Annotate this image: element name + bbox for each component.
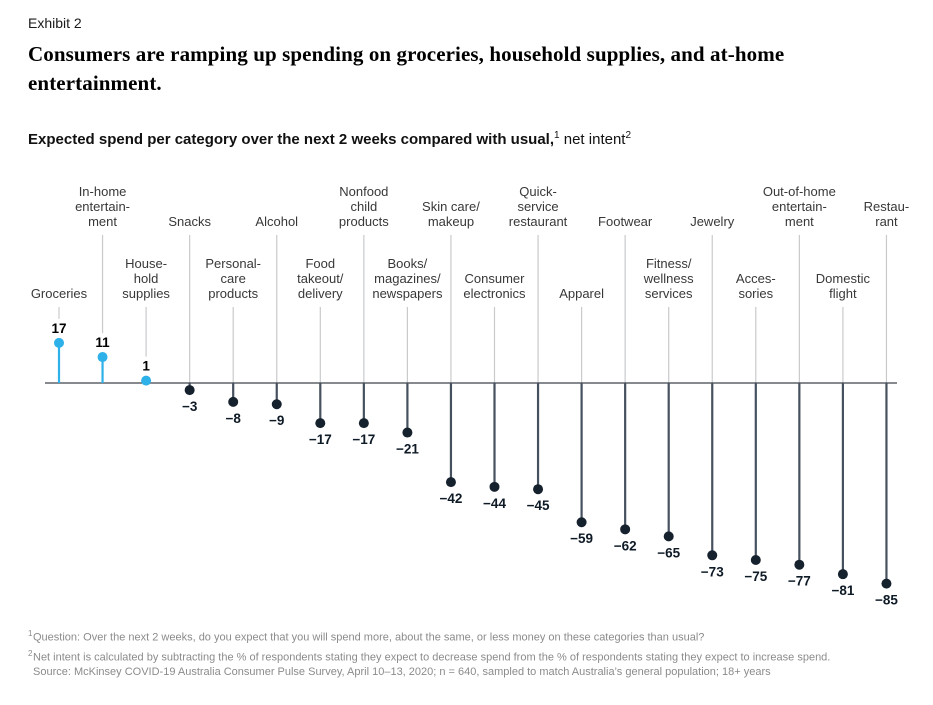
- value-label: 17: [51, 321, 66, 336]
- footnote-ref-2: 2: [625, 130, 632, 141]
- value-label: −65: [657, 545, 680, 560]
- lollipop-dot: [445, 477, 456, 488]
- category-label: Jewelry: [690, 214, 735, 229]
- category-label: Consumer electronics: [463, 271, 526, 301]
- category-label: Quick-service restaurant: [509, 184, 568, 229]
- lollipop-dot: [228, 396, 239, 407]
- lollipop-dot: [663, 531, 674, 542]
- value-label: −9: [269, 413, 284, 428]
- value-label: 1: [142, 359, 150, 374]
- category-label: Groceries: [31, 286, 88, 301]
- chart-subtitle-regular: net intent: [559, 131, 626, 148]
- value-label: −21: [396, 442, 419, 457]
- footnotes-block: 1Question: Over the next 2 weeks, do you…: [28, 626, 912, 680]
- lollipop-dot: [620, 524, 631, 535]
- value-label: −44: [483, 496, 506, 511]
- lollipop-dot: [750, 555, 761, 565]
- category-label: Personal-care products: [205, 256, 261, 301]
- category-label: Food takeout/delivery: [297, 256, 344, 301]
- lollipop-dot: [707, 550, 718, 561]
- footnote-source: Source: McKinsey COVID-19 Australia Cons…: [33, 666, 771, 679]
- lollipop-dot: [184, 385, 195, 396]
- lollipop-dot: [881, 578, 892, 589]
- value-label: −81: [831, 583, 854, 598]
- category-label: Out-of-home entertain-ment: [763, 184, 836, 229]
- value-label: −75: [744, 569, 767, 584]
- page-title: Consumers are ramping up spending on gro…: [28, 42, 785, 95]
- footnote-ref-1: 1: [554, 130, 560, 141]
- lollipop-dot: [315, 418, 326, 429]
- category-label: Fitness/wellness services: [643, 256, 694, 301]
- value-label: 11: [95, 335, 110, 350]
- value-label: −45: [527, 498, 550, 513]
- category-label: Snacks: [168, 214, 211, 229]
- value-label: −17: [309, 432, 332, 447]
- lollipop-dot: [794, 559, 805, 570]
- lollipop-dot: [837, 569, 848, 580]
- category-label: Restau-rant: [864, 199, 910, 229]
- lollipop-dot: [489, 481, 500, 492]
- value-label: −77: [788, 574, 811, 589]
- lollipop-dot: [97, 352, 108, 363]
- lollipop-dot: [402, 427, 413, 438]
- category-label: Domestic flight: [816, 271, 871, 301]
- value-label: −73: [701, 564, 724, 579]
- value-label: −62: [614, 538, 637, 553]
- chart-subtitle: Expected spend per category over the nex…: [28, 130, 631, 148]
- footnote-net-intent: 2Net intent is calculated by subtracting…: [28, 648, 831, 664]
- category-label: Acces-sories: [736, 271, 776, 301]
- category-label: Skin care/makeup: [422, 199, 480, 229]
- category-label: Apparel: [559, 286, 604, 301]
- chart-subtitle-bold: Expected spend per category over the nex…: [28, 131, 555, 148]
- value-label: −85: [875, 593, 898, 608]
- lollipop-dot: [533, 484, 544, 495]
- category-label: Footwear: [598, 214, 653, 229]
- category-label: House-hold supplies: [122, 256, 170, 301]
- category-label: In-home entertain-ment: [75, 184, 130, 229]
- value-label: −8: [225, 411, 241, 426]
- value-label: −42: [439, 491, 462, 506]
- value-label: −17: [352, 432, 375, 447]
- footnote-question: 1Question: Over the next 2 weeks, do you…: [28, 629, 705, 644]
- category-label: Nonfood child products: [339, 184, 389, 229]
- value-label: −59: [570, 531, 593, 546]
- lollipop-dot: [358, 418, 369, 429]
- value-label: −3: [182, 399, 198, 414]
- category-label: Alcohol: [255, 214, 298, 229]
- lollipop-dot: [54, 337, 64, 348]
- exhibit-label: Exhibit 2: [28, 15, 82, 31]
- category-label: Books/magazines/newspapers: [372, 256, 443, 301]
- lollipop-dot: [271, 399, 282, 410]
- lollipop-dot: [141, 375, 152, 386]
- lollipop-dot: [576, 517, 587, 528]
